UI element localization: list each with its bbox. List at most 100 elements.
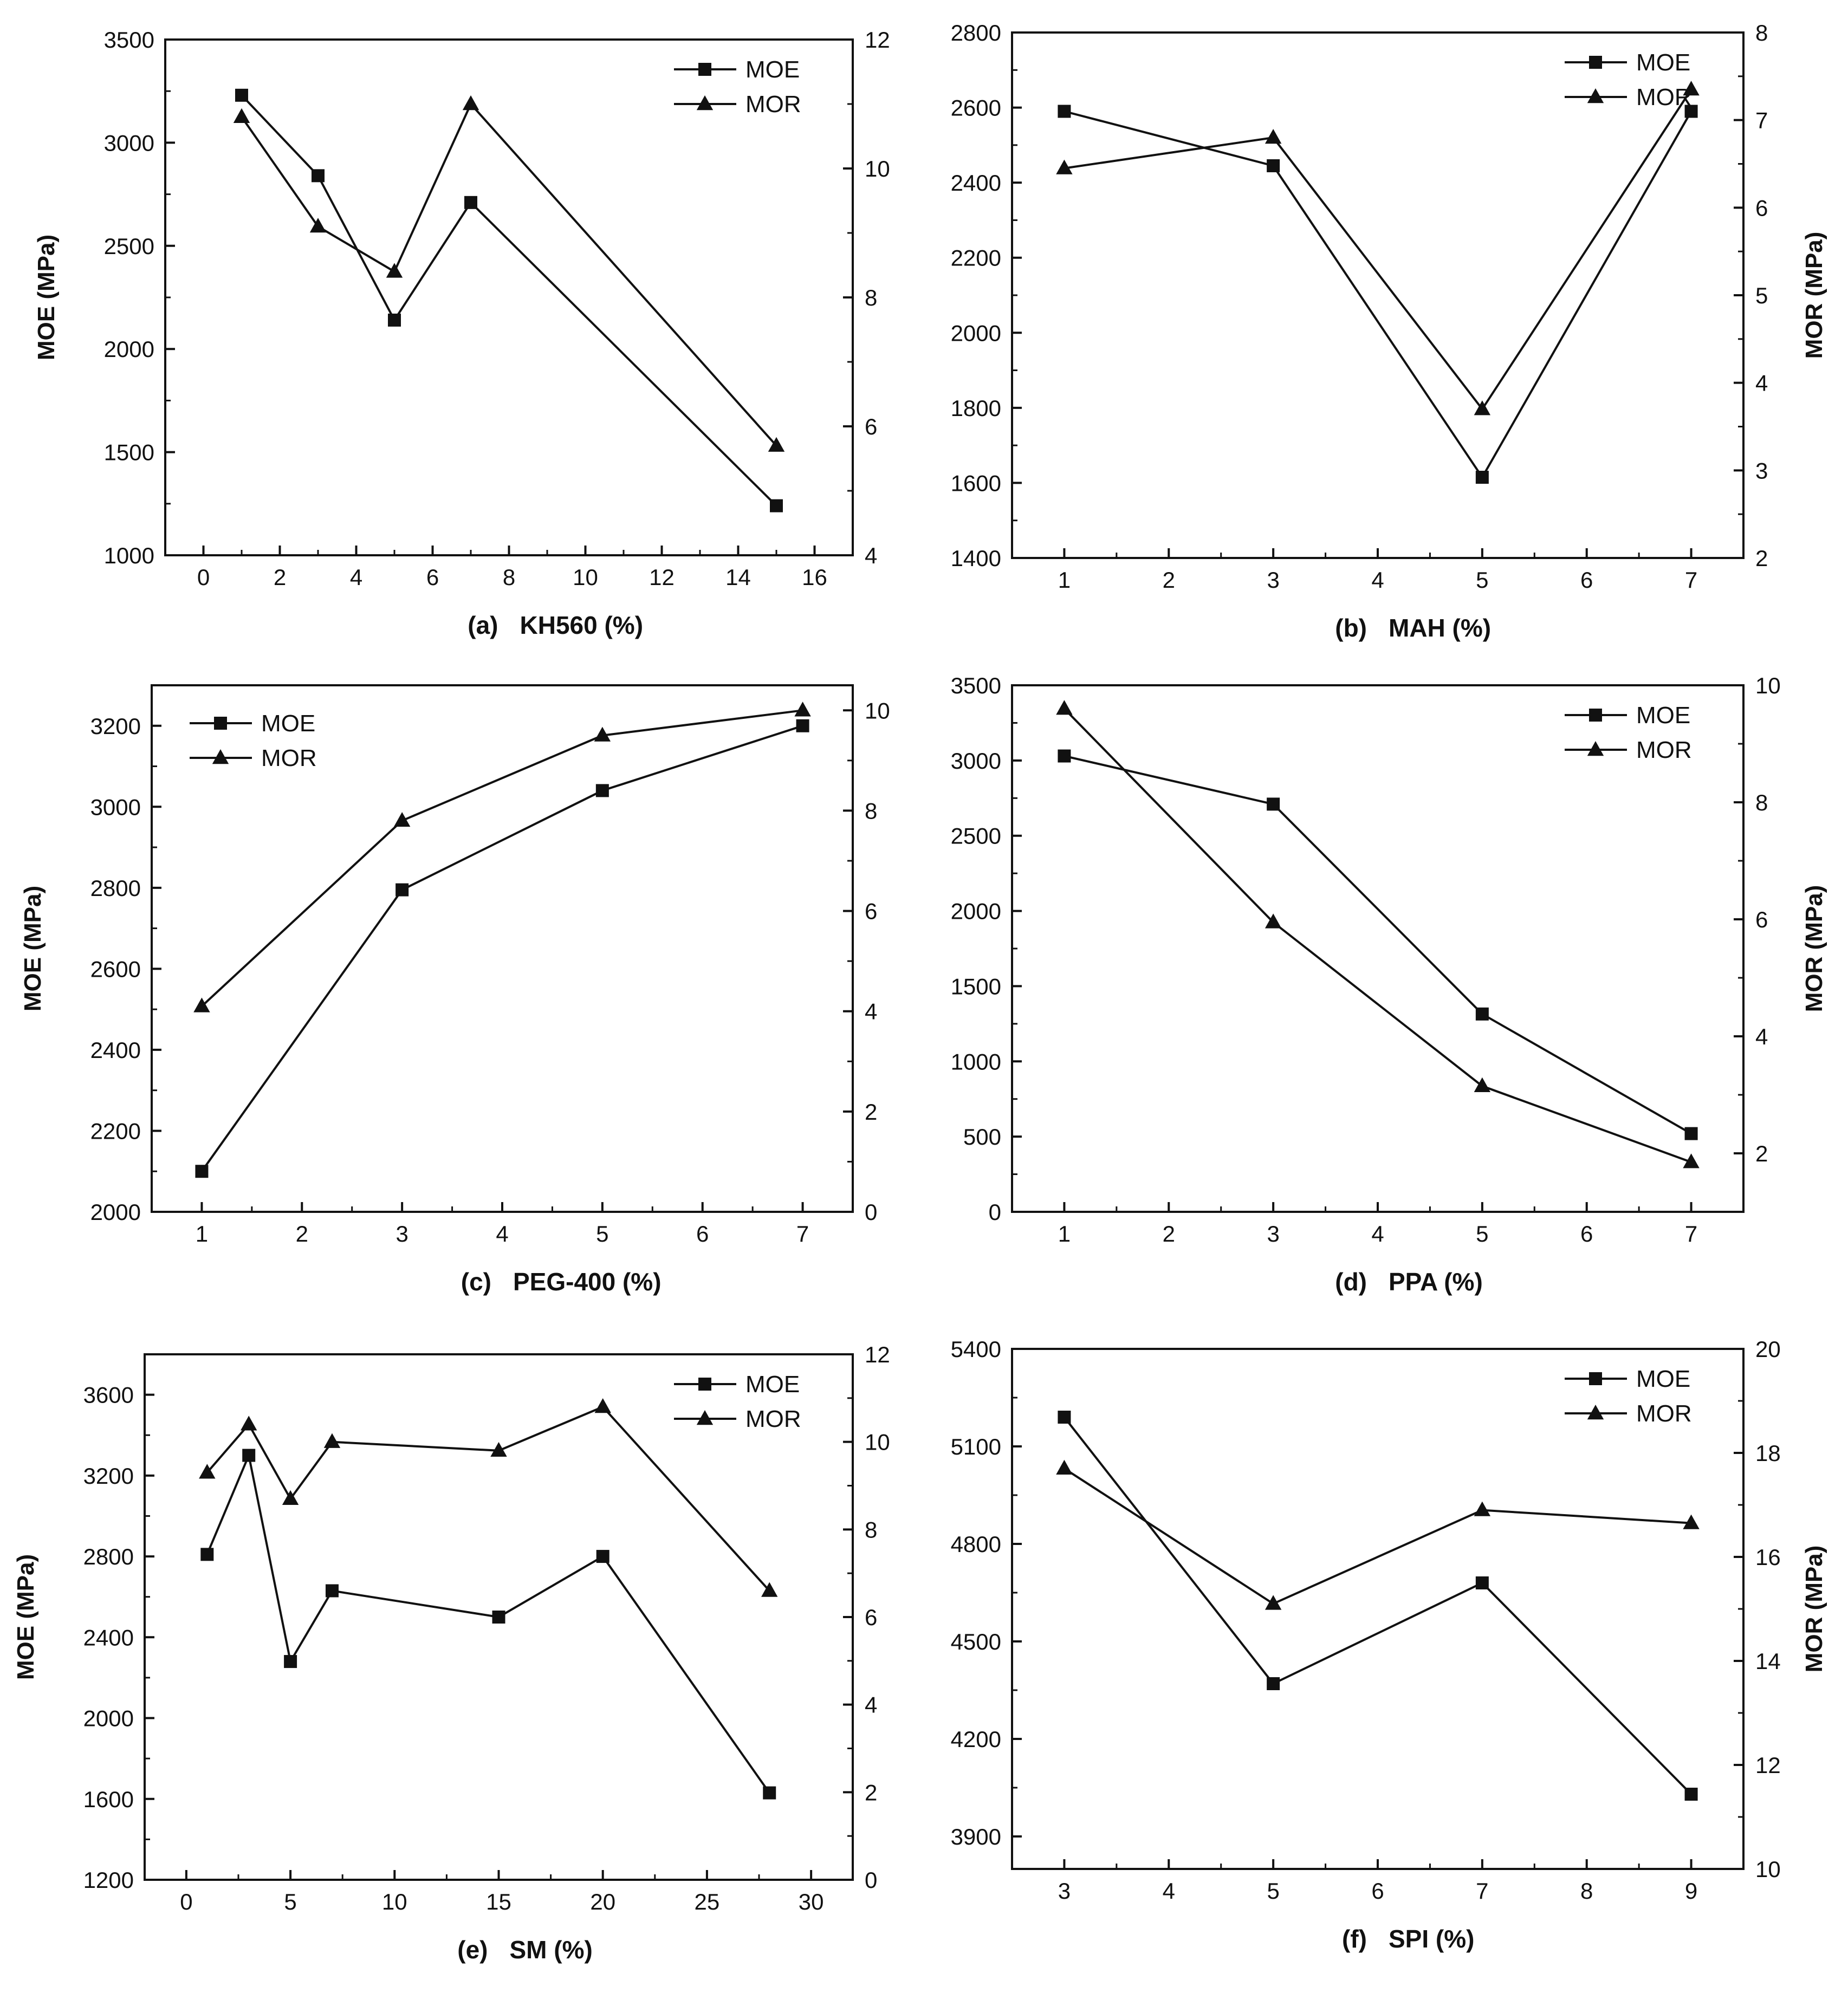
y-tick-label: 2600 bbox=[951, 95, 1001, 121]
y2-tick-label: 4 bbox=[865, 543, 877, 568]
legend-label: MOE bbox=[261, 710, 315, 737]
y-tick-label: 2000 bbox=[104, 336, 154, 362]
x-tick-label: 4 bbox=[496, 1221, 508, 1247]
x-tick-label: 7 bbox=[1685, 1221, 1697, 1247]
x-tick-label: 2 bbox=[296, 1221, 308, 1247]
y2-tick-label: 12 bbox=[865, 27, 890, 53]
marker-mor bbox=[1265, 129, 1282, 144]
y2-tick-label: 5 bbox=[1755, 283, 1768, 308]
marker-moe bbox=[312, 169, 325, 183]
legend-marker bbox=[1589, 709, 1602, 722]
x-tick-label: 1 bbox=[1058, 567, 1071, 593]
x-tick-label: 5 bbox=[1476, 1221, 1488, 1247]
x-axis-title: KH560 (%) bbox=[520, 611, 644, 639]
x-tick-label: 0 bbox=[180, 1889, 192, 1914]
y2-tick-label: 10 bbox=[865, 1430, 890, 1455]
marker-moe bbox=[200, 1548, 214, 1561]
x-tick-label: 5 bbox=[284, 1889, 296, 1914]
marker-moe bbox=[1684, 105, 1698, 118]
x-tick-label: 4 bbox=[1163, 1878, 1175, 1904]
y2-tick-label: 3 bbox=[1755, 458, 1768, 483]
legend-label: MOR bbox=[745, 91, 801, 118]
y-tick-label: 2000 bbox=[951, 899, 1001, 924]
marker-moe bbox=[1267, 159, 1280, 172]
legend-label: MOE bbox=[1636, 1366, 1690, 1392]
y2-axis-title: MOR (MPa) bbox=[1801, 232, 1827, 359]
y-axis-title: MOE (MPa) bbox=[33, 235, 60, 360]
x-tick-label: 3 bbox=[1058, 1878, 1071, 1904]
x-tick-label: 5 bbox=[596, 1221, 608, 1247]
marker-mor bbox=[193, 997, 210, 1012]
marker-mor bbox=[794, 702, 811, 717]
x-axis-title: SM (%) bbox=[510, 1936, 593, 1964]
x-tick-label: 7 bbox=[1476, 1878, 1488, 1904]
series-line-moe bbox=[1064, 755, 1692, 1135]
y2-tick-label: 12 bbox=[1755, 1752, 1781, 1778]
marker-mor bbox=[1474, 1077, 1491, 1092]
y-tick-label: 2500 bbox=[951, 823, 1001, 849]
y2-tick-label: 4 bbox=[1755, 1024, 1768, 1049]
legend-marker bbox=[1587, 741, 1604, 756]
y-axis-title: MOE (MPa) bbox=[12, 1554, 39, 1680]
marker-moe bbox=[1684, 1127, 1698, 1140]
series-line-mor bbox=[201, 709, 803, 1007]
y-tick-label: 2600 bbox=[90, 956, 141, 982]
y2-tick-label: 6 bbox=[865, 414, 877, 439]
x-tick-label: 1 bbox=[1058, 1221, 1071, 1247]
marker-mor bbox=[490, 1442, 507, 1457]
x-tick-label: 7 bbox=[796, 1221, 809, 1247]
y-tick-label: 1600 bbox=[83, 1787, 134, 1812]
marker-moe bbox=[492, 1611, 505, 1624]
y-tick-label: 1400 bbox=[951, 546, 1001, 571]
plot-frame bbox=[1011, 684, 1745, 1213]
y-tick-label: 500 bbox=[963, 1124, 1001, 1150]
y-tick-label: 3200 bbox=[83, 1463, 134, 1489]
y2-tick-label: 6 bbox=[865, 899, 877, 924]
y-tick-label: 2000 bbox=[83, 1706, 134, 1731]
marker-moe bbox=[464, 196, 477, 209]
y-tick-label: 4800 bbox=[951, 1531, 1001, 1557]
marker-moe bbox=[1058, 1411, 1071, 1424]
series-line-mor bbox=[241, 102, 777, 447]
marker-moe bbox=[388, 313, 401, 327]
legend-marker bbox=[1589, 1372, 1602, 1385]
chart-panel: 1 2 3 4 5 6 7 0 500 1000 1500 2000 2500 3000 3500 2 4 6 8 1… bbox=[951, 673, 1827, 1296]
y2-tick-label: 6 bbox=[1755, 907, 1768, 932]
y-tick-label: 2800 bbox=[83, 1544, 134, 1569]
marker-mor bbox=[393, 812, 411, 827]
legend-label: MOR bbox=[1636, 737, 1692, 763]
legend-marker bbox=[1589, 56, 1602, 69]
marker-moe bbox=[1058, 105, 1071, 118]
y-tick-label: 3500 bbox=[951, 673, 1001, 698]
marker-moe bbox=[1267, 1677, 1280, 1690]
y-tick-label: 2400 bbox=[83, 1625, 134, 1650]
series-line-mor bbox=[1064, 89, 1693, 411]
y-tick-label: 4200 bbox=[951, 1726, 1001, 1752]
y-tick-label: 5400 bbox=[951, 1336, 1001, 1362]
y-tick-label: 1500 bbox=[104, 440, 154, 465]
y-tick-label: 2800 bbox=[951, 20, 1001, 46]
x-tick-label: 6 bbox=[1580, 567, 1593, 593]
marker-mor bbox=[282, 1490, 299, 1505]
y2-tick-label: 20 bbox=[1755, 1336, 1781, 1362]
chart-panel: 0 5 10 15 20 25 301200160020002400280032003600… bbox=[12, 1342, 890, 1964]
series-line-mor bbox=[1063, 707, 1692, 1164]
y2-tick-label: 7 bbox=[1755, 108, 1768, 133]
y-tick-label: 2800 bbox=[90, 875, 141, 901]
x-tick-label: 6 bbox=[1580, 1221, 1593, 1247]
y-tick-label: 3000 bbox=[951, 748, 1001, 774]
y2-tick-label: 12 bbox=[865, 1342, 890, 1367]
marker-mor bbox=[594, 1398, 611, 1413]
series-line-moe bbox=[206, 1451, 770, 1794]
y2-tick-label: 4 bbox=[1755, 371, 1768, 396]
x-tick-label: 3 bbox=[1267, 1221, 1279, 1247]
marker-moe bbox=[284, 1655, 297, 1669]
marker-mor bbox=[386, 263, 403, 278]
y-tick-label: 3000 bbox=[90, 794, 141, 820]
y2-tick-label: 16 bbox=[1755, 1544, 1781, 1570]
marker-moe bbox=[770, 499, 783, 512]
x-tick-label: 4 bbox=[350, 564, 362, 590]
x-tick-label: 1 bbox=[196, 1221, 208, 1247]
y-tick-label: 3200 bbox=[90, 713, 141, 739]
x-tick-label: 2 bbox=[274, 564, 286, 590]
